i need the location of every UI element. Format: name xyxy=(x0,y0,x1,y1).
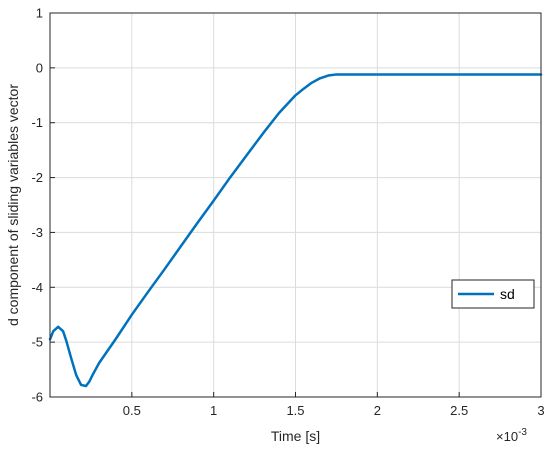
y-tick-label: -5 xyxy=(31,335,43,350)
x-tick-label: 3 xyxy=(537,403,544,418)
ticks: 0.5 1 1.5 2 2.5 3 -6 -5 -4 -3 -2 -1 0 1 xyxy=(31,6,544,419)
y-axis-label: d component of sliding variables vector xyxy=(5,84,21,326)
x-axis-exponent: ×10-3 xyxy=(496,427,527,444)
legend: sd xyxy=(451,279,535,309)
x-tick-label: 0.5 xyxy=(123,403,141,418)
series-layer xyxy=(48,73,543,388)
x-tick-label: 1 xyxy=(210,403,217,418)
x-tick-label: 2 xyxy=(374,403,381,418)
y-tick-label: -3 xyxy=(31,225,43,240)
x-tick-label: 2.5 xyxy=(450,403,468,418)
y-tick-label: 1 xyxy=(36,6,43,21)
y-tick-label: -1 xyxy=(31,115,43,130)
grid xyxy=(50,12,542,398)
x-axis-label: Time [s] xyxy=(271,428,320,444)
y-tick-label: -6 xyxy=(31,390,43,405)
y-tick-label: 0 xyxy=(36,60,43,75)
y-tick-label: -4 xyxy=(31,280,43,295)
legend-label-sd: sd xyxy=(500,286,515,302)
series-line-sd xyxy=(48,73,543,388)
y-tick-label: -2 xyxy=(31,170,43,185)
x-tick-label: 1.5 xyxy=(286,403,304,418)
